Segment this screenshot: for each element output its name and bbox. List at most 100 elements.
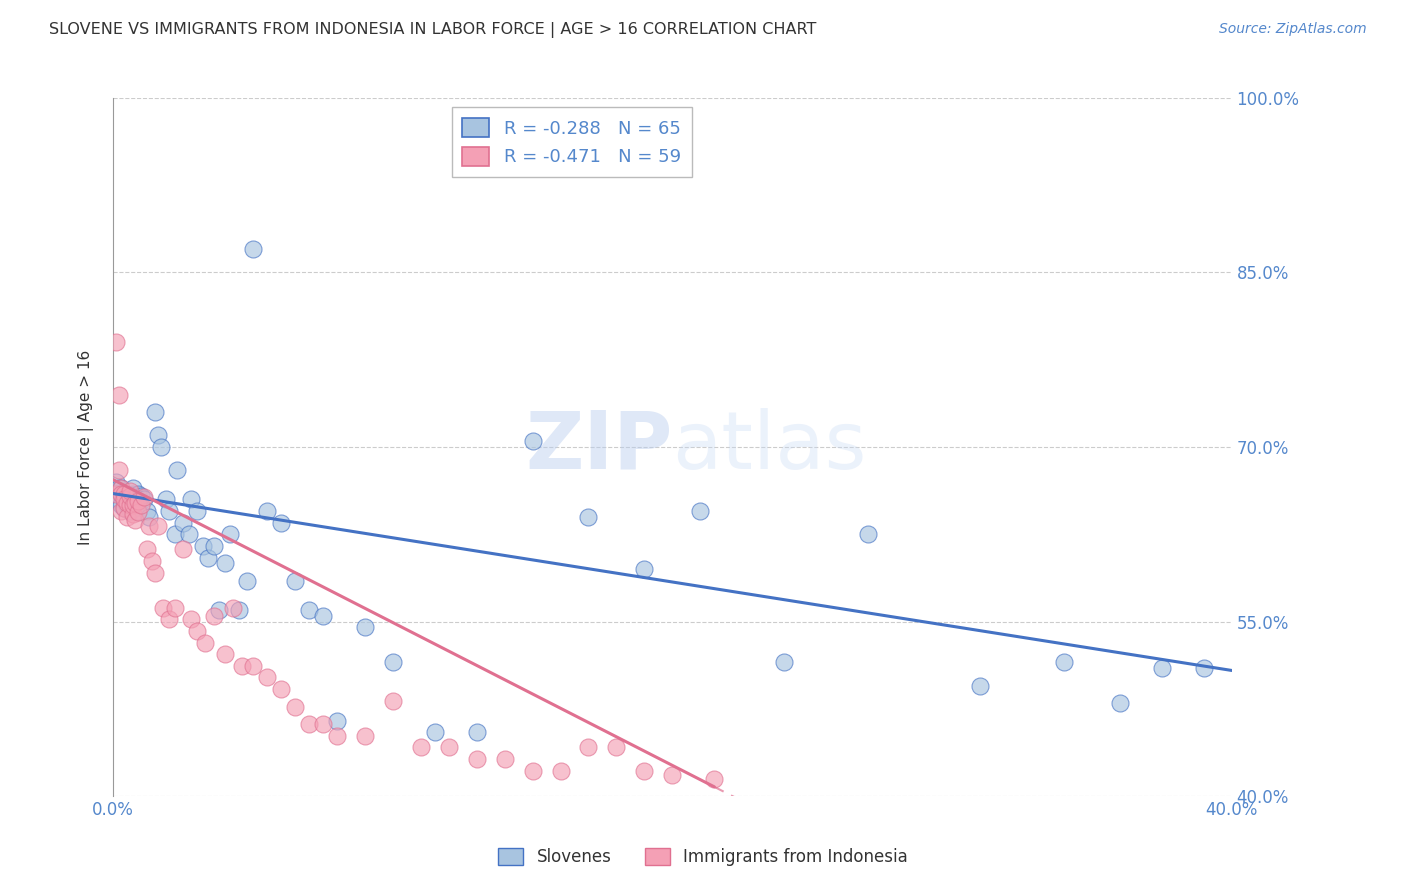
Point — [578, 740, 600, 755]
Point — [773, 656, 796, 670]
Point — [124, 513, 146, 527]
Point — [605, 740, 627, 755]
Point — [110, 486, 132, 500]
Point — [112, 492, 135, 507]
Point — [115, 509, 138, 524]
Point — [353, 620, 375, 634]
Point — [423, 725, 446, 739]
Point — [180, 612, 202, 626]
Point — [191, 539, 214, 553]
Point — [236, 574, 259, 588]
Point — [115, 489, 138, 503]
Point — [298, 717, 321, 731]
Point — [155, 492, 177, 507]
Point — [550, 764, 572, 778]
Point — [157, 612, 180, 626]
Point — [132, 490, 155, 504]
Point — [231, 658, 253, 673]
Point — [107, 481, 129, 495]
Point — [633, 764, 655, 778]
Point — [969, 679, 991, 693]
Point — [312, 717, 335, 731]
Point — [194, 635, 217, 649]
Point — [177, 527, 200, 541]
Point — [312, 608, 335, 623]
Point — [110, 504, 132, 518]
Y-axis label: In Labor Force | Age > 16: In Labor Force | Age > 16 — [79, 350, 94, 545]
Point — [1192, 661, 1215, 675]
Point — [112, 500, 135, 515]
Point — [118, 498, 141, 512]
Point — [284, 574, 307, 588]
Point — [1150, 661, 1173, 675]
Point — [157, 504, 180, 518]
Point — [197, 550, 219, 565]
Point — [132, 492, 155, 507]
Point — [115, 486, 138, 500]
Point — [522, 764, 544, 778]
Point — [115, 498, 138, 512]
Legend: R = -0.288   N = 65, R = -0.471   N = 59: R = -0.288 N = 65, R = -0.471 N = 59 — [451, 107, 692, 178]
Point — [118, 489, 141, 503]
Point — [326, 714, 349, 728]
Point — [326, 729, 349, 743]
Point — [118, 484, 141, 499]
Text: SLOVENE VS IMMIGRANTS FROM INDONESIA IN LABOR FORCE | AGE > 16 CORRELATION CHART: SLOVENE VS IMMIGRANTS FROM INDONESIA IN … — [49, 22, 817, 38]
Point — [381, 656, 404, 670]
Point — [152, 600, 174, 615]
Text: ZIP: ZIP — [524, 408, 672, 486]
Point — [214, 557, 236, 571]
Point — [146, 519, 169, 533]
Point — [104, 486, 127, 500]
Point — [124, 500, 146, 515]
Point — [118, 504, 141, 518]
Point — [703, 772, 725, 786]
Point — [163, 527, 186, 541]
Point — [284, 699, 307, 714]
Point — [202, 539, 225, 553]
Text: Source: ZipAtlas.com: Source: ZipAtlas.com — [1219, 22, 1367, 37]
Point — [107, 492, 129, 507]
Point — [127, 505, 149, 519]
Point — [172, 542, 194, 557]
Point — [689, 504, 711, 518]
Point — [242, 242, 264, 256]
Point — [633, 562, 655, 576]
Point — [465, 725, 488, 739]
Point — [107, 387, 129, 401]
Point — [381, 694, 404, 708]
Point — [228, 603, 250, 617]
Point — [124, 496, 146, 510]
Point — [522, 434, 544, 449]
Point — [121, 486, 143, 500]
Point — [143, 566, 166, 580]
Point — [135, 542, 157, 557]
Point — [110, 481, 132, 495]
Point — [186, 624, 208, 638]
Point — [127, 504, 149, 518]
Point — [110, 481, 132, 495]
Point — [298, 603, 321, 617]
Point — [270, 682, 292, 697]
Point — [1053, 656, 1076, 670]
Point — [222, 600, 245, 615]
Point — [129, 489, 152, 503]
Point — [1108, 696, 1130, 710]
Point — [208, 603, 231, 617]
Point — [129, 498, 152, 512]
Point — [115, 496, 138, 510]
Point — [112, 486, 135, 500]
Point — [112, 500, 135, 515]
Point — [118, 492, 141, 507]
Point — [146, 428, 169, 442]
Point — [121, 498, 143, 512]
Point — [149, 440, 172, 454]
Point — [242, 658, 264, 673]
Point — [437, 740, 460, 755]
Point — [110, 486, 132, 500]
Point — [494, 752, 516, 766]
Text: atlas: atlas — [672, 408, 866, 486]
Legend: Slovenes, Immigrants from Indonesia: Slovenes, Immigrants from Indonesia — [492, 841, 914, 873]
Point — [127, 486, 149, 500]
Point — [353, 729, 375, 743]
